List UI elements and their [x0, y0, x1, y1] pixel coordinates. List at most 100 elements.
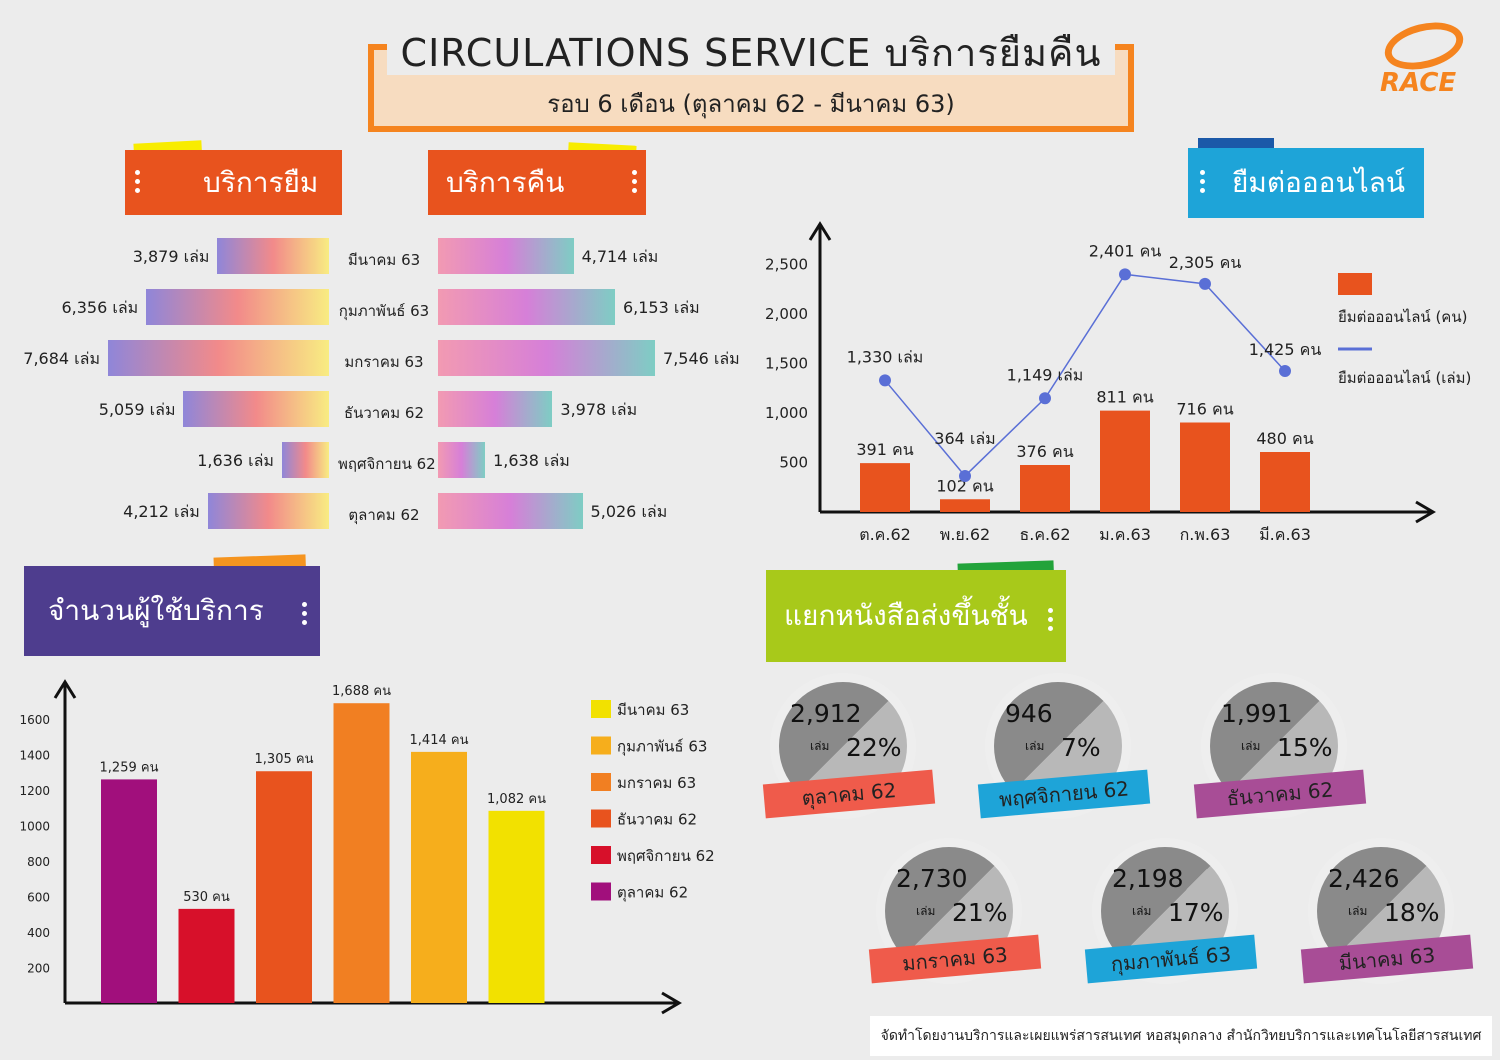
shelving-percent: 7%: [1061, 733, 1101, 762]
online-bar-label: 391 คน: [856, 440, 913, 459]
legend-swatch: [591, 882, 611, 901]
shelving-count: 946: [1005, 699, 1053, 728]
online-bar-label: 811 คน: [1096, 388, 1153, 407]
month-label: มกราคม 63: [344, 353, 424, 371]
borrow-label: 6,356 เล่ม: [61, 298, 139, 317]
borrow-label: 1,636 เล่ม: [197, 451, 274, 470]
online-bar: [1180, 422, 1230, 512]
online-point-label: 1,425 คน: [1249, 340, 1322, 359]
x-tick-label: ธ.ค.62: [1020, 525, 1071, 544]
users-bar: [178, 908, 235, 1003]
x-axis-arrow: [661, 991, 682, 1015]
online-point: [959, 469, 971, 482]
shelving-count: 2,912: [790, 699, 862, 728]
y-tick-label: 1,500: [765, 355, 808, 373]
y-tick-label: 500: [779, 454, 808, 472]
online-point: [1119, 268, 1131, 281]
month-label: มีนาคม 63: [347, 251, 421, 269]
online-bar-label: 102 คน: [936, 476, 993, 495]
y-tick-label: 2,500: [765, 256, 808, 274]
users-banner: จำนวนผู้ใช้บริการ: [24, 566, 320, 656]
month-label: กุมภาพันธ์ 63: [338, 302, 430, 320]
users-bar-label: 1,688 คน: [332, 684, 391, 699]
users-bar-label: 1,414 คน: [410, 733, 469, 748]
month-label: ธันวาคม 62: [343, 404, 425, 422]
return-bar: [438, 442, 486, 478]
shelving-count: 1,991: [1221, 699, 1293, 728]
online-point: [879, 374, 891, 387]
online-bar-label: 376 คน: [1016, 442, 1073, 461]
return-label: 7,546 เล่ม: [663, 349, 740, 368]
y-tick-label: 400: [27, 926, 50, 940]
return-banner: บริการคืน: [428, 150, 646, 215]
shelving-percent: 17%: [1168, 898, 1224, 927]
shelving-unit: เล่ม: [1348, 904, 1368, 918]
more-icon: [302, 598, 308, 629]
month-label: พฤศจิกายน 62: [338, 455, 436, 473]
online-bar-label: 480 คน: [1256, 429, 1313, 448]
users-bar: [101, 779, 157, 1003]
y-tick-label: 1000: [19, 819, 50, 833]
y-axis-arrow: [808, 221, 832, 241]
page-subtitle: รอบ 6 เดือน (ตุลาคม 62 - มีนาคม 63): [547, 90, 955, 118]
borrow-bar: [281, 442, 329, 478]
users-bar-label: 1,259 คน: [100, 760, 159, 775]
y-tick-label: 1600: [19, 713, 50, 727]
shelving-percent: 15%: [1277, 733, 1333, 762]
borrow-banner: บริการยืม: [125, 150, 342, 215]
return-heading: บริการคืน: [446, 165, 565, 199]
shelving-percent: 22%: [846, 733, 902, 762]
x-axis-arrow: [1415, 500, 1436, 524]
borrow-bar: [217, 238, 329, 274]
legend-label: มกราคม 63: [617, 774, 696, 792]
return-bar: [438, 340, 656, 376]
online-bar: [1100, 410, 1150, 512]
online-point-label: 364 เล่ม: [934, 429, 995, 448]
more-icon: [135, 166, 141, 197]
return-bar: [438, 289, 615, 325]
x-tick-label: มี.ค.63: [1259, 525, 1311, 544]
borrow-label: 3,879 เล่ม: [132, 247, 210, 266]
race-logo: RACE: [1380, 68, 1457, 98]
online-bar-label: 716 คน: [1176, 400, 1233, 419]
shelving-banner: แยกหนังสือส่งขึ้นชั้น: [766, 570, 1066, 662]
return-label: 1,638 เล่ม: [493, 451, 570, 470]
borrow-label: 5,059 เล่ม: [98, 400, 176, 419]
shelving-unit: เล่ม: [1241, 739, 1261, 753]
users-chart: 200 400 600 800 1000 1200 1400 1600 1,259 คน 530 …: [19, 679, 715, 1015]
online-bar: [860, 463, 910, 512]
x-tick-label: พ.ย.62: [940, 525, 990, 544]
more-icon: [1048, 604, 1054, 635]
borrow-bar: [207, 493, 329, 529]
online-point: [1199, 277, 1211, 290]
legend-label: มีนาคม 63: [617, 701, 689, 719]
users-bar: [333, 703, 390, 1003]
y-tick-label: 800: [27, 855, 50, 869]
users-bar-label: 1,305 คน: [255, 752, 314, 767]
x-tick-label: ก.พ.63: [1180, 525, 1231, 544]
borrow-heading: บริการยืม: [203, 165, 319, 199]
shelving-unit: เล่ม: [810, 739, 830, 753]
users-heading: จำนวนผู้ใช้บริการ: [48, 594, 264, 627]
return-bar: [438, 391, 553, 427]
return-label: 4,714 เล่ม: [581, 247, 659, 266]
shelving-unit: เล่ม: [1132, 904, 1152, 918]
legend-label: กุมภาพันธ์ 63: [617, 738, 707, 757]
borrow-bar: [146, 289, 329, 325]
legend-swatch: [591, 846, 611, 864]
legend-label: พฤศจิกายน 62: [617, 847, 715, 865]
y-tick-label: 1,000: [765, 404, 808, 422]
online-bar: [1260, 452, 1310, 512]
online-point-label: 1,149 เล่ม: [1007, 365, 1084, 384]
shelving-heading: แยกหนังสือส่งขึ้นชั้น: [784, 599, 1028, 632]
borrow-label: 4,212 เล่ม: [123, 502, 200, 521]
users-bar: [411, 751, 467, 1003]
x-tick-label: ม.ค.63: [1099, 525, 1151, 544]
online-heading: ยืมต่อออนไลน์: [1232, 166, 1406, 199]
page-title: CIRCULATIONS SERVICE บริการยืมคืน: [368, 22, 1134, 83]
users-bar: [488, 810, 545, 1003]
legend-swatch-bar: [1338, 273, 1372, 295]
online-point: [1279, 364, 1291, 377]
return-label: 5,026 เล่ม: [590, 502, 668, 521]
y-tick-label: 1200: [19, 784, 50, 798]
